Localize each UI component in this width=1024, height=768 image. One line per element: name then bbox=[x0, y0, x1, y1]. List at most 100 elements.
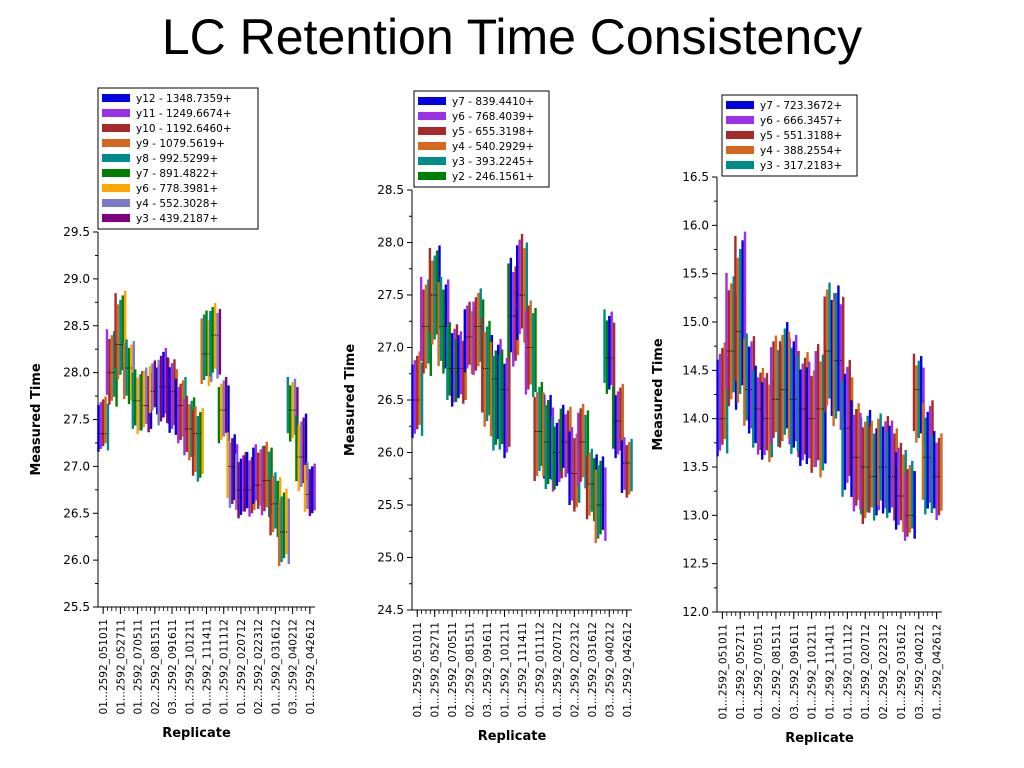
y-tick-label: 28.0 bbox=[377, 236, 404, 250]
replicate-bar bbox=[442, 289, 445, 374]
legend-swatch bbox=[102, 199, 130, 207]
legend-label: y7 - 723.3672+ bbox=[760, 100, 842, 112]
replicate-bar bbox=[928, 406, 932, 503]
replicate-bar bbox=[857, 403, 860, 500]
replicate-bar bbox=[584, 414, 587, 489]
replicate-bar bbox=[411, 364, 414, 439]
replicate-bar bbox=[498, 355, 501, 450]
x-tick-label: 02...2592_081511 bbox=[465, 622, 477, 717]
replicate-bar bbox=[850, 400, 853, 497]
replicate-bar bbox=[814, 351, 817, 467]
replicate-bar bbox=[136, 377, 139, 434]
y-tick-label: 27.5 bbox=[377, 288, 404, 302]
replicate-bar bbox=[599, 460, 602, 535]
replicate-bar bbox=[132, 341, 135, 398]
replicate-bar bbox=[520, 233, 524, 329]
replicate-bar-group bbox=[603, 309, 616, 397]
replicate-bar bbox=[778, 341, 782, 448]
x-axis-title: Replicate bbox=[162, 726, 231, 741]
replicate-bar bbox=[222, 380, 225, 437]
replicate-bar bbox=[121, 295, 124, 371]
replicate-bar bbox=[796, 354, 800, 452]
replicate-bar bbox=[514, 266, 517, 361]
replicate-bar bbox=[492, 356, 495, 451]
replicate-bar bbox=[877, 418, 880, 506]
legend-label: y7 - 891.4822+ bbox=[136, 168, 218, 180]
replicate-bar bbox=[101, 399, 105, 447]
replicate-bar bbox=[477, 292, 480, 367]
y-tick-label: 28.5 bbox=[377, 183, 404, 197]
replicate-bar bbox=[164, 347, 168, 414]
replicate-bar bbox=[777, 350, 780, 447]
replicate-bar bbox=[248, 460, 251, 517]
replicate-bar bbox=[463, 309, 467, 373]
replicate-bar bbox=[601, 456, 605, 530]
x-tick-label: 01...2592_011112 bbox=[534, 622, 546, 717]
replicate-bar bbox=[265, 441, 268, 508]
replicate-bar bbox=[612, 322, 616, 397]
replicate-bar bbox=[610, 311, 613, 386]
replicate-bar bbox=[278, 500, 281, 567]
replicate-bar bbox=[153, 360, 157, 408]
legend-label: y8 - 992.5299+ bbox=[136, 153, 218, 165]
legend-swatch bbox=[418, 127, 446, 135]
x-tick-label: 03...2592_091611 bbox=[482, 622, 494, 717]
replicate-bar bbox=[745, 333, 748, 421]
replicate-bar bbox=[174, 378, 178, 435]
x-tick-label: 01...2592_052711 bbox=[430, 622, 442, 717]
replicate-bar bbox=[267, 451, 271, 518]
replicate-bar bbox=[819, 361, 822, 478]
replicate-bar bbox=[915, 365, 918, 443]
replicate-bar bbox=[732, 276, 735, 393]
y-tick-label: 25.5 bbox=[377, 498, 404, 512]
replicate-bar bbox=[140, 374, 143, 431]
replicate-bar bbox=[177, 387, 180, 444]
legend-swatch bbox=[726, 101, 754, 109]
x-tick-label: 01...2592_070511 bbox=[133, 619, 145, 714]
replicate-bar bbox=[470, 311, 474, 375]
replicate-bar bbox=[527, 305, 530, 390]
legend-label: y6 - 768.4039+ bbox=[452, 111, 534, 123]
x-tick-label: 01...2592_052711 bbox=[735, 624, 747, 719]
replicate-bar bbox=[816, 344, 820, 461]
replicate-bar bbox=[739, 249, 742, 395]
replicate-bar bbox=[783, 328, 787, 435]
x-tick-label: 01...2592_101211 bbox=[500, 622, 512, 717]
replicate-bar bbox=[168, 367, 171, 433]
replicate-bar bbox=[285, 488, 288, 555]
replicate-bar bbox=[630, 438, 633, 492]
legend-label: y11 - 1249.6674+ bbox=[136, 108, 232, 120]
x-tick-label: 02...2592_022312 bbox=[253, 619, 265, 714]
replicate-bar bbox=[416, 355, 419, 430]
replicate-bar bbox=[562, 404, 565, 468]
replicate-bar bbox=[201, 408, 204, 474]
replicate-bar bbox=[570, 427, 574, 501]
replicate-bar bbox=[205, 310, 208, 377]
replicate-bar bbox=[142, 370, 146, 428]
replicate-bar bbox=[509, 257, 513, 353]
replicate-bar bbox=[581, 403, 585, 478]
replicate-bar bbox=[413, 360, 417, 434]
replicate-bar bbox=[295, 415, 298, 482]
replicate-bar bbox=[725, 272, 728, 389]
replicate-bar bbox=[752, 370, 755, 448]
replicate-bar bbox=[533, 397, 536, 482]
replicate-bar bbox=[185, 395, 189, 452]
x-axis-title: Replicate bbox=[785, 731, 854, 746]
replicate-bar bbox=[114, 293, 117, 369]
x-tick-label: 01...2592_101211 bbox=[807, 624, 819, 719]
replicate-bar bbox=[550, 417, 554, 481]
replicate-bar bbox=[256, 452, 260, 509]
y-tick-label: 13.0 bbox=[682, 508, 709, 522]
replicate-bar-group bbox=[303, 462, 316, 517]
replicate-bar bbox=[110, 335, 113, 401]
retention-chart-middle: 24.5 25.0 25.5 26.0 26.5 27.0 27.5 28.0 28.5 01..… bbox=[343, 90, 634, 744]
replicate-bar bbox=[191, 410, 195, 476]
replicate-bar bbox=[875, 428, 878, 516]
replicate-bar bbox=[287, 498, 290, 565]
replicate-bar bbox=[507, 263, 510, 358]
replicate-bar bbox=[627, 442, 631, 495]
replicate-bar bbox=[453, 328, 456, 403]
replicate-bar bbox=[228, 442, 232, 508]
x-tick-label: 02...2592_081511 bbox=[150, 619, 162, 714]
